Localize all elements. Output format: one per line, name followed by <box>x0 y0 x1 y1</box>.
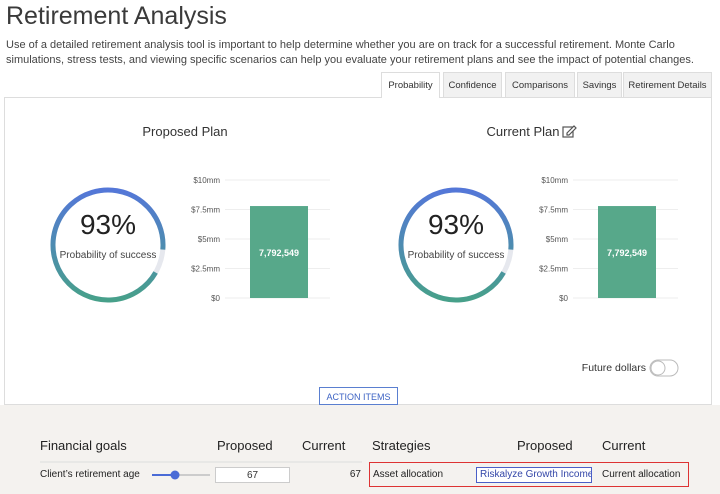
description: Use of a detailed retirement analysis to… <box>6 39 694 66</box>
y-tick-label: $2.5mm <box>191 265 220 274</box>
current-value: Current allocation <box>602 469 681 480</box>
page-title: Retirement Analysis <box>6 2 227 30</box>
bar-label: 7,792,549 <box>259 248 299 258</box>
y-tick-label: $7.5mm <box>191 206 220 215</box>
plan-title: Current Plan <box>487 124 560 139</box>
plan-title: Proposed Plan <box>142 124 227 139</box>
bar <box>598 206 656 298</box>
tab[interactable]: Retirement Details <box>623 72 712 97</box>
column-header: Current <box>602 438 646 453</box>
y-tick-label: $10mm <box>193 176 220 185</box>
edit-icon[interactable] <box>562 125 577 138</box>
action-items-button[interactable]: ACTION ITEMS <box>319 387 398 405</box>
age-input[interactable]: 67 <box>215 467 290 483</box>
tab[interactable]: Comparisons <box>505 72 575 97</box>
toggle-label: Future dollars <box>581 362 646 374</box>
y-tick-label: $0 <box>211 294 220 303</box>
y-tick-label: $2.5mm <box>539 265 568 274</box>
gauge-caption: Probability of success <box>407 250 505 261</box>
column-header: Strategies <box>372 438 431 453</box>
gauge-arc <box>50 187 166 303</box>
gauge-value: 93% <box>428 209 484 240</box>
row-label: Client’s retirement age <box>40 469 140 480</box>
y-tick-label: $5mm <box>198 235 221 244</box>
y-tick-label: $7.5mm <box>539 206 568 215</box>
y-tick-label: $10mm <box>541 176 568 185</box>
gauge-caption: Probability of success <box>59 250 157 261</box>
tab[interactable]: Confidence <box>443 72 502 97</box>
column-header: Financial goals <box>40 438 127 453</box>
bar-label: 7,792,549 <box>607 248 647 258</box>
column-header: Proposed <box>217 438 273 453</box>
gauge-arc <box>398 187 514 303</box>
current-value: 67 <box>349 469 361 480</box>
bar <box>250 206 308 298</box>
toggle[interactable] <box>649 359 679 377</box>
goals-section <box>0 405 720 494</box>
column-header: Current <box>302 438 346 453</box>
y-tick-label: $5mm <box>546 235 569 244</box>
tab[interactable]: Probability <box>381 72 440 98</box>
slider[interactable] <box>152 470 210 480</box>
tab[interactable]: Savings <box>577 72 622 97</box>
allocation-select[interactable]: Riskalyze Growth Income <box>476 467 592 483</box>
row-label: Asset allocation <box>373 469 444 480</box>
highlight-box <box>369 462 689 487</box>
gauge-value: 93% <box>80 209 136 240</box>
column-header: Proposed <box>517 438 573 453</box>
y-tick-label: $0 <box>559 294 568 303</box>
